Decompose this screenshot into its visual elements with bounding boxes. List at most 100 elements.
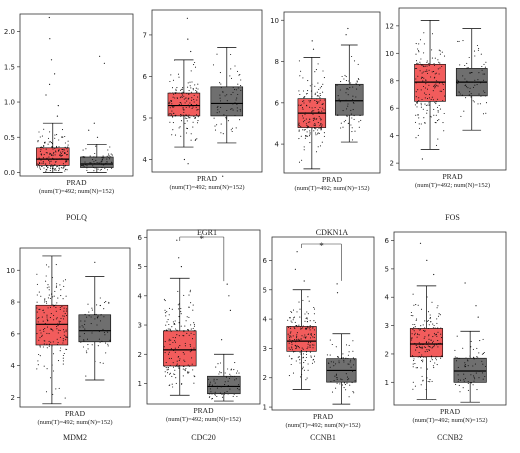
data-point bbox=[173, 323, 176, 325]
data-point bbox=[302, 356, 305, 358]
data-point bbox=[53, 164, 55, 167]
data-point bbox=[216, 387, 218, 389]
data-point bbox=[289, 348, 291, 351]
data-point bbox=[83, 333, 85, 335]
data-point bbox=[191, 357, 193, 359]
data-point bbox=[464, 362, 466, 364]
data-point bbox=[345, 80, 347, 82]
data-point bbox=[422, 80, 424, 82]
data-point bbox=[304, 129, 306, 131]
data-point bbox=[317, 63, 319, 65]
y-tick-label: 1 bbox=[385, 379, 389, 387]
data-point bbox=[476, 389, 478, 391]
data-point bbox=[229, 388, 231, 390]
data-point bbox=[195, 106, 197, 108]
data-point bbox=[354, 380, 356, 382]
data-point bbox=[481, 372, 484, 374]
data-point bbox=[231, 108, 233, 110]
data-point bbox=[63, 315, 65, 317]
data-point bbox=[309, 326, 311, 328]
data-point bbox=[225, 116, 227, 119]
data-point bbox=[474, 55, 476, 57]
data-point bbox=[303, 129, 305, 131]
data-point bbox=[476, 44, 479, 47]
data-point bbox=[43, 128, 45, 130]
data-point bbox=[63, 166, 65, 168]
data-point bbox=[322, 103, 324, 105]
data-point bbox=[184, 370, 186, 372]
data-point bbox=[473, 357, 475, 359]
data-point bbox=[441, 65, 443, 67]
data-point bbox=[300, 338, 302, 340]
data-point bbox=[104, 167, 106, 170]
data-point bbox=[62, 151, 64, 153]
data-point bbox=[175, 90, 177, 92]
data-point bbox=[423, 52, 425, 54]
data-point bbox=[441, 355, 443, 357]
data-point bbox=[303, 146, 305, 148]
data-point bbox=[84, 328, 86, 330]
data-point bbox=[311, 362, 314, 364]
data-point bbox=[67, 146, 69, 148]
data-point bbox=[55, 151, 57, 153]
data-point bbox=[176, 92, 178, 94]
data-point bbox=[240, 89, 242, 91]
data-point bbox=[433, 324, 435, 327]
y-tick-label: 10 bbox=[6, 267, 15, 275]
data-point bbox=[437, 346, 439, 348]
data-point bbox=[303, 102, 305, 104]
data-point bbox=[437, 59, 439, 61]
data-point bbox=[229, 373, 231, 375]
data-point bbox=[166, 369, 168, 371]
data-point bbox=[65, 335, 67, 337]
data-point bbox=[164, 300, 166, 302]
data-point bbox=[437, 81, 439, 83]
data-point bbox=[182, 368, 184, 370]
jitter-points bbox=[298, 40, 325, 163]
outlier-point bbox=[183, 158, 185, 161]
data-point bbox=[182, 375, 184, 377]
data-point bbox=[299, 359, 301, 361]
data-point bbox=[62, 342, 64, 344]
data-point bbox=[42, 146, 44, 149]
data-point bbox=[86, 352, 88, 354]
data-point bbox=[46, 287, 48, 289]
data-point bbox=[355, 82, 357, 84]
data-point bbox=[474, 363, 476, 365]
data-point bbox=[420, 89, 422, 91]
data-point bbox=[317, 101, 319, 103]
data-point bbox=[51, 345, 53, 347]
data-point bbox=[62, 315, 64, 317]
data-point bbox=[309, 351, 311, 353]
data-point bbox=[195, 138, 197, 140]
data-point bbox=[111, 167, 113, 169]
data-point bbox=[216, 112, 218, 114]
data-point bbox=[174, 93, 177, 95]
data-point bbox=[315, 118, 317, 120]
data-point bbox=[52, 148, 54, 150]
data-point bbox=[186, 127, 188, 129]
data-point bbox=[110, 153, 112, 155]
jitter-points bbox=[326, 283, 356, 398]
data-point bbox=[309, 142, 311, 144]
data-point bbox=[190, 139, 192, 141]
data-point bbox=[168, 357, 170, 359]
data-point bbox=[173, 93, 175, 95]
data-point bbox=[438, 104, 440, 107]
data-point bbox=[307, 341, 310, 343]
data-point bbox=[50, 313, 52, 315]
data-point bbox=[430, 339, 432, 341]
data-point bbox=[418, 97, 420, 99]
jitter-points bbox=[212, 53, 242, 177]
data-point bbox=[351, 382, 353, 384]
data-point bbox=[318, 132, 320, 134]
data-point bbox=[310, 333, 312, 335]
data-point bbox=[178, 316, 180, 318]
y-tick-label: 4 bbox=[138, 292, 143, 300]
data-point bbox=[213, 378, 215, 380]
data-point bbox=[170, 339, 172, 341]
data-point bbox=[421, 375, 423, 377]
data-point bbox=[294, 321, 296, 323]
data-point bbox=[298, 60, 300, 62]
data-point bbox=[178, 127, 180, 129]
